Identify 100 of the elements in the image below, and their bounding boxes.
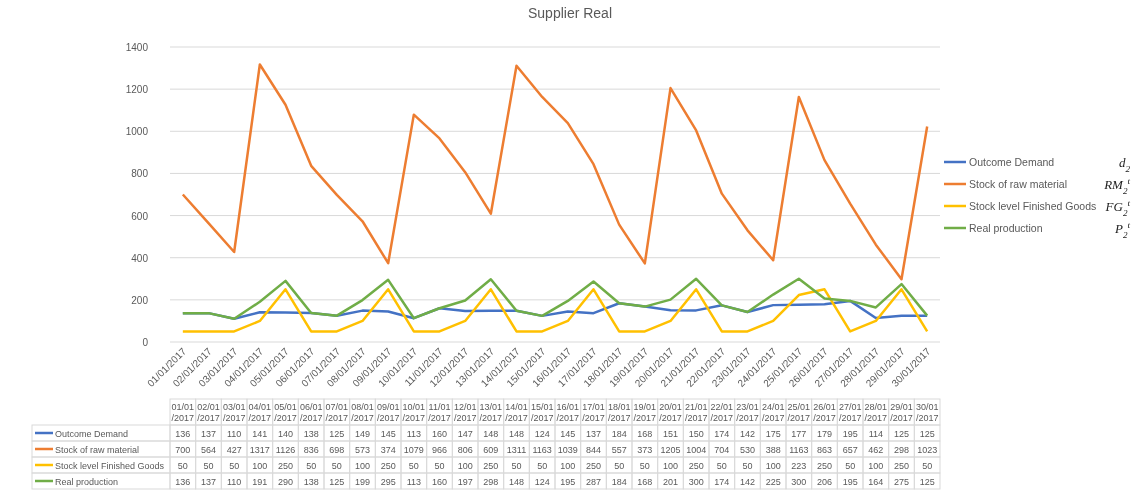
category-label: 14/01/2017 — [505, 402, 528, 423]
category-label: 23/01/2017 — [736, 402, 759, 423]
y-tick-label: 200 — [131, 294, 149, 306]
data-label: 110 — [226, 428, 242, 439]
text: Outcome Demand — [969, 156, 1055, 168]
data-label: 275 — [893, 476, 910, 487]
data-label: 50 — [331, 460, 342, 471]
data-label: 110 — [226, 476, 242, 487]
data-label: 195 — [842, 428, 858, 439]
data-label: 1004 — [686, 444, 707, 455]
data-label: 698 — [329, 444, 345, 455]
data-label: 100 — [868, 460, 884, 471]
data-label: 114 — [868, 428, 884, 439]
data-label: 50 — [742, 460, 753, 471]
data-label: 50 — [177, 460, 188, 471]
data-label: 1317 — [249, 444, 270, 455]
data-label: 1205 — [660, 444, 681, 455]
data-label: 250 — [483, 460, 499, 471]
category-label: 09/01/2017 — [376, 402, 400, 423]
data-label: 295 — [380, 476, 396, 487]
category-label: 12/01/2017 — [453, 402, 477, 423]
data-label: 174 — [714, 476, 730, 487]
data-label: 657 — [842, 444, 858, 455]
data-label: 145 — [380, 428, 396, 439]
data-label: 195 — [842, 476, 858, 487]
data-label: 137 — [585, 428, 602, 439]
y-tick-label: 1000 — [125, 126, 149, 138]
data-label: 50 — [639, 460, 650, 471]
line-series — [181, 63, 929, 281]
data-label: 164 — [868, 476, 884, 487]
data-label: 195 — [560, 476, 576, 487]
data-label: 388 — [765, 444, 781, 455]
legend-label: Stock of raw material — [969, 178, 1068, 190]
data-label: 168 — [637, 428, 653, 439]
category-label: 10/01/2017 — [402, 402, 426, 423]
text: Real production — [55, 476, 119, 487]
data-label: 836 — [303, 444, 319, 455]
category-label: 04/01/2017 — [248, 402, 272, 423]
data-label: 142 — [739, 476, 756, 487]
data-label: 573 — [354, 444, 371, 455]
line-series — [181, 277, 929, 321]
data-label: 225 — [765, 476, 781, 487]
data-label: 50 — [306, 460, 317, 471]
category-label: 08/01/2017 — [351, 402, 374, 423]
data-label: 806 — [457, 444, 473, 455]
data-label: 125 — [919, 476, 935, 487]
data-label: 250 — [585, 460, 602, 471]
data-label: 250 — [893, 460, 910, 471]
data-label: 298 — [893, 444, 910, 455]
data-label: 100 — [765, 460, 781, 471]
data-label: 125 — [919, 428, 935, 439]
y-tick-label: 1200 — [125, 84, 149, 96]
category-label: 16/01/2017 — [556, 402, 580, 423]
data-label: 564 — [200, 444, 217, 455]
category-label: 26/01/2017 — [813, 402, 836, 423]
data-label: 174 — [714, 428, 730, 439]
data-label: 148 — [508, 476, 525, 487]
data-label: 136 — [175, 428, 191, 439]
data-label: 138 — [303, 428, 319, 439]
data-label: 160 — [431, 476, 448, 487]
data-label: 223 — [791, 460, 807, 471]
data-label: 140 — [277, 428, 294, 439]
category-label: 01/01/2017 — [171, 402, 195, 423]
y-tick-label: 600 — [131, 210, 149, 222]
data-label: 50 — [408, 460, 419, 471]
category-label: 27/01/2017 — [838, 402, 862, 423]
data-label: 145 — [560, 428, 576, 439]
data-label: 177 — [791, 428, 807, 439]
data-label: 298 — [483, 476, 499, 487]
data-label: 287 — [585, 476, 602, 487]
data-label: 201 — [662, 476, 679, 487]
category-label: 21/01/2017 — [684, 402, 708, 423]
y-tick-label: 400 — [131, 252, 149, 264]
text: d$_{2}$ — [1118, 155, 1131, 174]
data-label: 125 — [893, 428, 910, 439]
data-label: 462 — [868, 444, 884, 455]
data-label: 179 — [816, 428, 833, 439]
data-label: 175 — [765, 428, 781, 439]
data-label: 863 — [816, 444, 833, 455]
data-label: 151 — [662, 428, 679, 439]
data-label: 138 — [303, 476, 319, 487]
data-label: 197 — [457, 476, 473, 487]
data-label: 147 — [457, 428, 473, 439]
category-label: 17/01/2017 — [582, 402, 605, 423]
category-label: 02/01/2017 — [197, 402, 220, 423]
data-label: 160 — [431, 428, 448, 439]
category-label: 13/01/2017 — [479, 402, 503, 423]
data-label: 966 — [431, 444, 448, 455]
category-label: 03/01/2017 — [222, 402, 246, 423]
data-label: 700 — [175, 444, 191, 455]
data-label: 1126 — [275, 444, 296, 455]
data-label: 250 — [688, 460, 704, 471]
data-label: 149 — [354, 428, 371, 439]
y-tick-label: 0 — [142, 337, 149, 348]
data-label: 50 — [614, 460, 625, 471]
data-label: 1079 — [403, 444, 424, 455]
data-label: 300 — [688, 476, 704, 487]
category-label: 19/01/2017 — [633, 402, 657, 423]
category-label: 22/01/2017 — [710, 402, 734, 423]
data-label: 50 — [434, 460, 445, 471]
